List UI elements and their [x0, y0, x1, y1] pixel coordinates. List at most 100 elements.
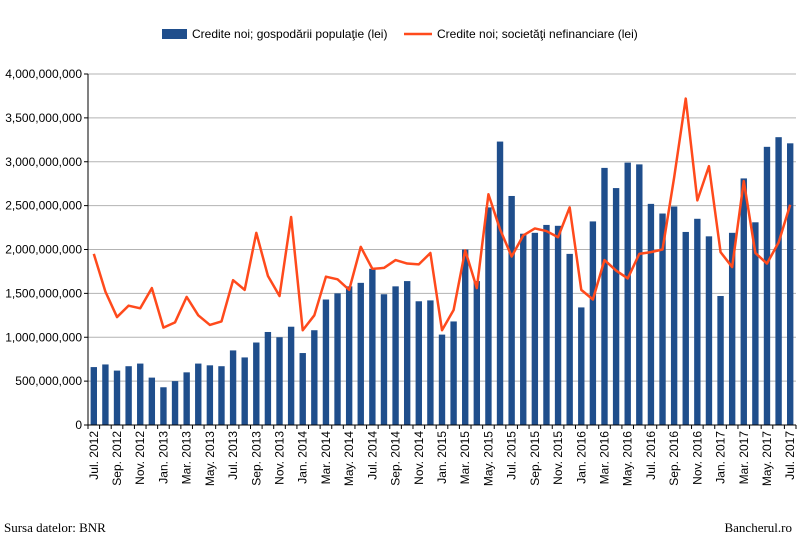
x-tick-label: Mar. 2014 — [319, 431, 333, 485]
x-tick-label: Nov. 2014 — [412, 431, 426, 485]
bar — [450, 321, 457, 425]
bar — [334, 293, 341, 425]
bar — [659, 213, 666, 425]
line-series-companies — [92, 97, 792, 332]
bar — [113, 370, 121, 425]
bar — [229, 350, 237, 425]
bar — [380, 294, 388, 425]
bar — [357, 282, 364, 425]
bar — [578, 307, 585, 425]
legend-swatch-households — [162, 29, 187, 39]
bar — [392, 286, 399, 425]
x-tick-label: Nov. 2013 — [273, 431, 287, 485]
brand-label: Bancherul.ro — [724, 520, 792, 535]
y-tick-label: 2,500,000,000 — [5, 199, 82, 213]
x-tick-label: Sep. 2016 — [667, 431, 681, 486]
x-tick-label: Jul. 2017 — [783, 431, 797, 480]
bar — [694, 218, 701, 425]
x-tick-label: Sep. 2015 — [528, 431, 542, 486]
x-tick-label: Mar. 2017 — [737, 431, 751, 485]
bar — [543, 224, 550, 425]
bar — [276, 337, 283, 425]
y-tick-label: 4,000,000,000 — [5, 67, 82, 81]
bar — [508, 195, 515, 425]
bar — [369, 268, 376, 425]
x-tick-label: Sep. 2013 — [249, 431, 263, 486]
bar — [264, 331, 272, 425]
x-axis-ticks: Jul. 2012 Sep. 2012 Nov. 2012 Jan. 2013 Mar.… — [87, 425, 797, 486]
y-tick-label: 3,500,000,000 — [5, 111, 82, 125]
x-tick-label: Jan. 2013 — [156, 431, 170, 484]
bar — [682, 231, 689, 425]
bar — [520, 233, 527, 425]
bar — [253, 342, 260, 425]
bar — [160, 387, 167, 425]
x-tick-label: Mar. 2016 — [597, 431, 611, 485]
x-tick-label: Mar. 2015 — [458, 431, 472, 485]
legend: Credite noi; gospodării populaţie (lei) … — [162, 27, 638, 41]
bar — [601, 167, 608, 425]
x-tick-label: Jul. 2013 — [226, 431, 240, 480]
bar — [311, 330, 318, 425]
x-tick-label: May. 2015 — [481, 431, 495, 486]
bar — [195, 363, 202, 425]
bar — [345, 286, 353, 425]
x-tick-label: Jan. 2014 — [296, 431, 310, 484]
bar — [763, 146, 771, 425]
x-tick-label: Jul. 2012 — [87, 431, 101, 480]
x-tick-label: Jul. 2015 — [505, 431, 519, 480]
bar — [125, 366, 132, 425]
x-tick-label: Nov. 2015 — [551, 431, 565, 485]
bar — [299, 353, 306, 425]
bar — [427, 300, 434, 425]
bar — [287, 326, 295, 425]
bar — [462, 249, 469, 425]
bar — [612, 188, 620, 425]
bar — [102, 364, 109, 425]
bar — [438, 334, 446, 425]
bar — [624, 162, 631, 425]
bar — [403, 281, 411, 425]
bar — [415, 301, 422, 425]
bar-series-households — [90, 137, 794, 425]
x-tick-label: Jan. 2016 — [574, 431, 588, 484]
y-tick-label: 3,000,000,000 — [5, 155, 82, 169]
bar — [705, 236, 713, 425]
y-tick-label: 0 — [75, 418, 82, 432]
y-tick-label: 1,500,000,000 — [5, 286, 82, 300]
x-tick-label: May. 2016 — [621, 431, 635, 486]
y-tick-label: 1,000,000,000 — [5, 330, 82, 344]
x-tick-label: Jan. 2017 — [714, 431, 728, 484]
x-tick-label: May. 2013 — [203, 431, 217, 486]
bar — [728, 232, 736, 425]
x-tick-label: Nov. 2016 — [690, 431, 704, 485]
bar — [241, 357, 248, 425]
x-tick-label: Jan. 2015 — [435, 431, 449, 484]
x-tick-label: May. 2017 — [760, 431, 774, 486]
x-tick-label: May. 2014 — [342, 431, 356, 486]
x-tick-label: Jul. 2016 — [644, 431, 658, 480]
bar — [473, 281, 481, 425]
y-tick-label: 2,000,000,000 — [5, 243, 82, 257]
bar — [137, 363, 144, 425]
bar — [752, 222, 759, 425]
bar — [670, 206, 678, 425]
bar — [485, 207, 492, 425]
bar — [717, 296, 724, 425]
x-tick-label: Mar. 2013 — [180, 431, 194, 485]
bar — [531, 232, 539, 425]
bar — [740, 178, 747, 425]
y-tick-label: 500,000,000 — [15, 374, 82, 388]
bar — [496, 141, 504, 425]
bar — [775, 137, 782, 425]
bar — [566, 253, 573, 425]
x-tick-label: Jul. 2014 — [365, 431, 379, 480]
x-tick-label: Sep. 2012 — [110, 431, 124, 486]
y-axis-ticks: 0 500,000,000 1,000,000,000 1,500,000,000 2,… — [5, 67, 88, 432]
bar — [636, 164, 643, 425]
bar — [218, 366, 225, 425]
x-tick-label: Nov. 2012 — [133, 431, 147, 485]
bar — [787, 143, 794, 425]
legend-label-households: Credite noi; gospodării populaţie (lei) — [192, 27, 387, 41]
